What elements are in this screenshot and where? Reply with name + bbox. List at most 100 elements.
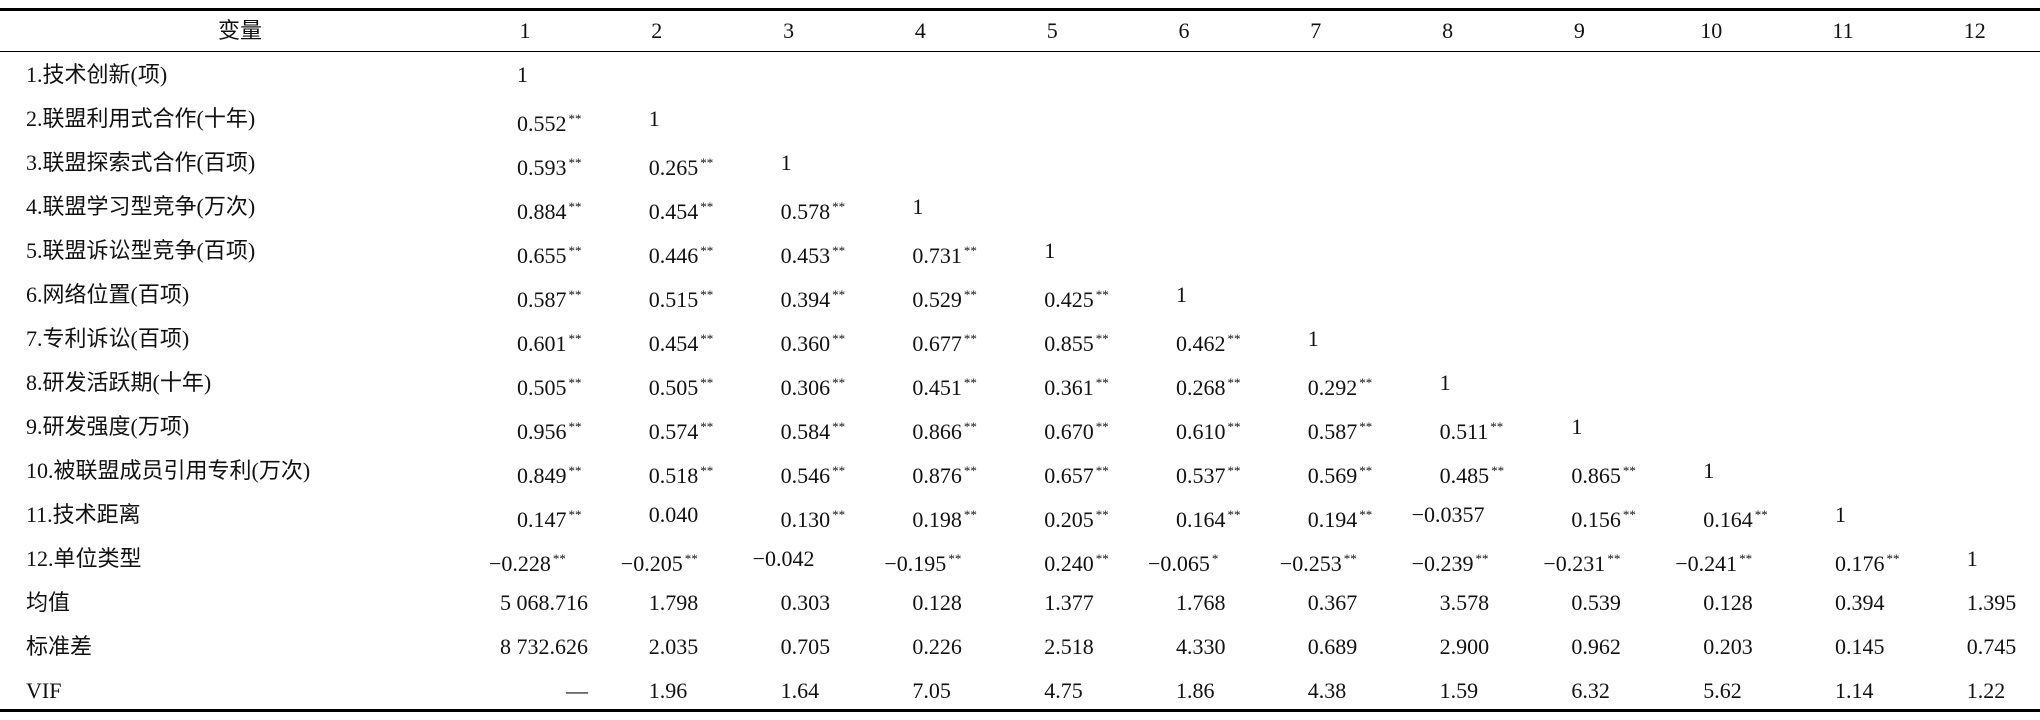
cell-value: 0.394	[780, 287, 831, 312]
cell-value: 0.198	[912, 507, 962, 532]
cell-value: 0.511	[1439, 419, 1489, 444]
cell: 6.32	[1571, 678, 1610, 703]
cell-value: 0.306	[780, 375, 831, 400]
significance: **	[700, 375, 714, 390]
significance: **	[963, 375, 977, 390]
cell-value: 0.529	[912, 287, 962, 312]
cell: 8 732.626	[500, 634, 588, 659]
significance: **	[1095, 419, 1109, 434]
cell: 0.601 **	[517, 326, 582, 357]
significance: **	[832, 419, 846, 434]
significance: **	[1886, 551, 1900, 566]
cell-value: 0.601	[517, 331, 567, 356]
cell-value: 0.587	[1307, 419, 1358, 444]
cell: 0.306 **	[781, 370, 846, 401]
cell: 1.395	[1966, 590, 2017, 615]
significance: **	[568, 243, 582, 258]
cell-value: 0.176	[1835, 551, 1885, 576]
cell-value: 0.587	[517, 287, 567, 312]
cell: 4.75	[1044, 678, 1083, 703]
significance: **	[1227, 419, 1241, 434]
cell-value: −0.065	[1148, 551, 1210, 576]
significance: **	[568, 199, 582, 214]
cell: 1	[517, 62, 528, 87]
significance: **	[1095, 287, 1109, 302]
cell-value: 0.546	[780, 463, 831, 488]
cell: 0.164 **	[1176, 502, 1241, 533]
cell: −0.042	[752, 546, 815, 571]
cell-value: 0.584	[780, 419, 831, 444]
significance: **	[1343, 551, 1357, 566]
cell: −0.239 **	[1412, 546, 1489, 577]
header-cell: 变量	[217, 18, 263, 43]
cell: 0.578 **	[781, 194, 846, 225]
cell-value: 0.655	[517, 243, 567, 268]
significance: **	[1227, 463, 1241, 478]
cell: 0.569 **	[1308, 458, 1373, 489]
significance: **	[1359, 507, 1373, 522]
significance: **	[1359, 419, 1373, 434]
significance: **	[963, 287, 977, 302]
cell: 1.64	[780, 678, 820, 703]
cell: 0.657 **	[1044, 458, 1109, 489]
cell-value: 0.454	[648, 199, 699, 224]
cell-value: 0.865	[1571, 463, 1621, 488]
cell-value: 0.292	[1307, 375, 1358, 400]
significance: **	[1491, 463, 1505, 478]
significance: **	[700, 287, 714, 302]
cell: 1.59	[1439, 678, 1479, 703]
cell: 0.176 **	[1835, 546, 1900, 577]
cell: 1	[780, 150, 792, 175]
significance: **	[832, 507, 846, 522]
cell: −0.205 **	[621, 546, 698, 577]
significance: **	[832, 243, 846, 258]
significance: **	[832, 463, 846, 478]
cell-value: 0.610	[1176, 419, 1226, 444]
header-cell: 10	[1700, 18, 1723, 43]
cell: 1	[1307, 326, 1319, 351]
cell: 0.361 **	[1044, 370, 1109, 401]
significance: **	[700, 463, 714, 478]
cell: 1.768	[1176, 590, 1226, 615]
cell: 0.587 **	[1308, 414, 1373, 445]
cell-value: −0.195	[884, 551, 947, 576]
cell-value: 0.446	[648, 243, 699, 268]
cell: 0.156 **	[1571, 502, 1636, 533]
significance: **	[1227, 331, 1241, 346]
cell: 0.655 **	[517, 238, 582, 269]
header-cell: 7	[1310, 18, 1322, 43]
cell: 0.454 **	[649, 326, 714, 357]
cell: 0.128	[1703, 590, 1753, 615]
cell: 0.515 **	[649, 282, 714, 313]
significance: **	[963, 463, 977, 478]
significance: **	[568, 111, 582, 126]
cell-value: 0.164	[1703, 507, 1753, 532]
row-label: 11.技术距离	[26, 502, 141, 527]
significance: **	[568, 463, 582, 478]
cell: 0.574 **	[649, 414, 714, 445]
cell: 0.539	[1571, 590, 1621, 615]
significance: **	[1227, 375, 1241, 390]
cell-value: 0.866	[912, 419, 962, 444]
significance: **	[568, 155, 582, 170]
cell: 1	[1571, 414, 1583, 439]
row-label: 5.联盟诉讼型竞争(百项)	[26, 238, 256, 263]
cell-value: 0.731	[912, 243, 962, 268]
cell: 0.226	[912, 634, 962, 659]
cell: 0.454 **	[649, 194, 714, 225]
cell-value: 0.677	[912, 331, 962, 356]
cell-value: 0.670	[1044, 419, 1094, 444]
significance: **	[832, 199, 846, 214]
cell-value: 0.876	[912, 463, 962, 488]
cell: 0.145	[1835, 634, 1885, 659]
row-label: 标准差	[26, 634, 93, 659]
cell: 1	[648, 106, 660, 131]
significance: **	[1359, 375, 1373, 390]
cell: −0.065 *	[1148, 546, 1218, 577]
header-cell: 6	[1178, 18, 1190, 43]
cell-value: −0.241	[1675, 551, 1738, 576]
cell-value: 0.515	[648, 287, 699, 312]
cell: 5.62	[1703, 678, 1742, 703]
cell: 0.689	[1307, 634, 1358, 659]
significance: **	[700, 199, 714, 214]
